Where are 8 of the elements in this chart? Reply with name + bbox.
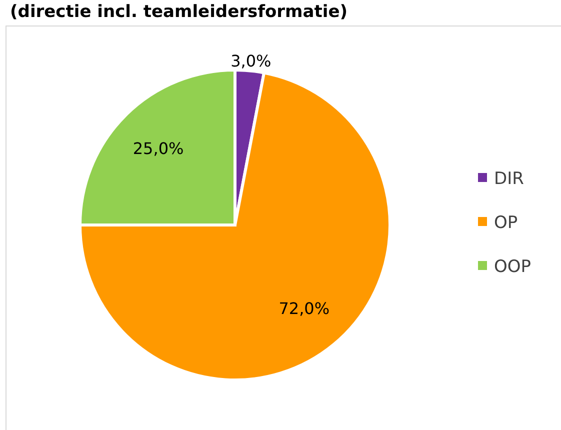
data-label: 72,0% xyxy=(278,299,330,318)
legend-label: OOP xyxy=(494,256,532,277)
legend-label: DIR xyxy=(494,168,524,189)
chart-title: (directie incl. teamleidersformatie) xyxy=(10,2,348,22)
pie-slice xyxy=(78,71,392,382)
legend-label: OP xyxy=(494,212,518,233)
data-label: 25,0% xyxy=(132,138,184,158)
data-label: 3,0% xyxy=(230,51,272,70)
